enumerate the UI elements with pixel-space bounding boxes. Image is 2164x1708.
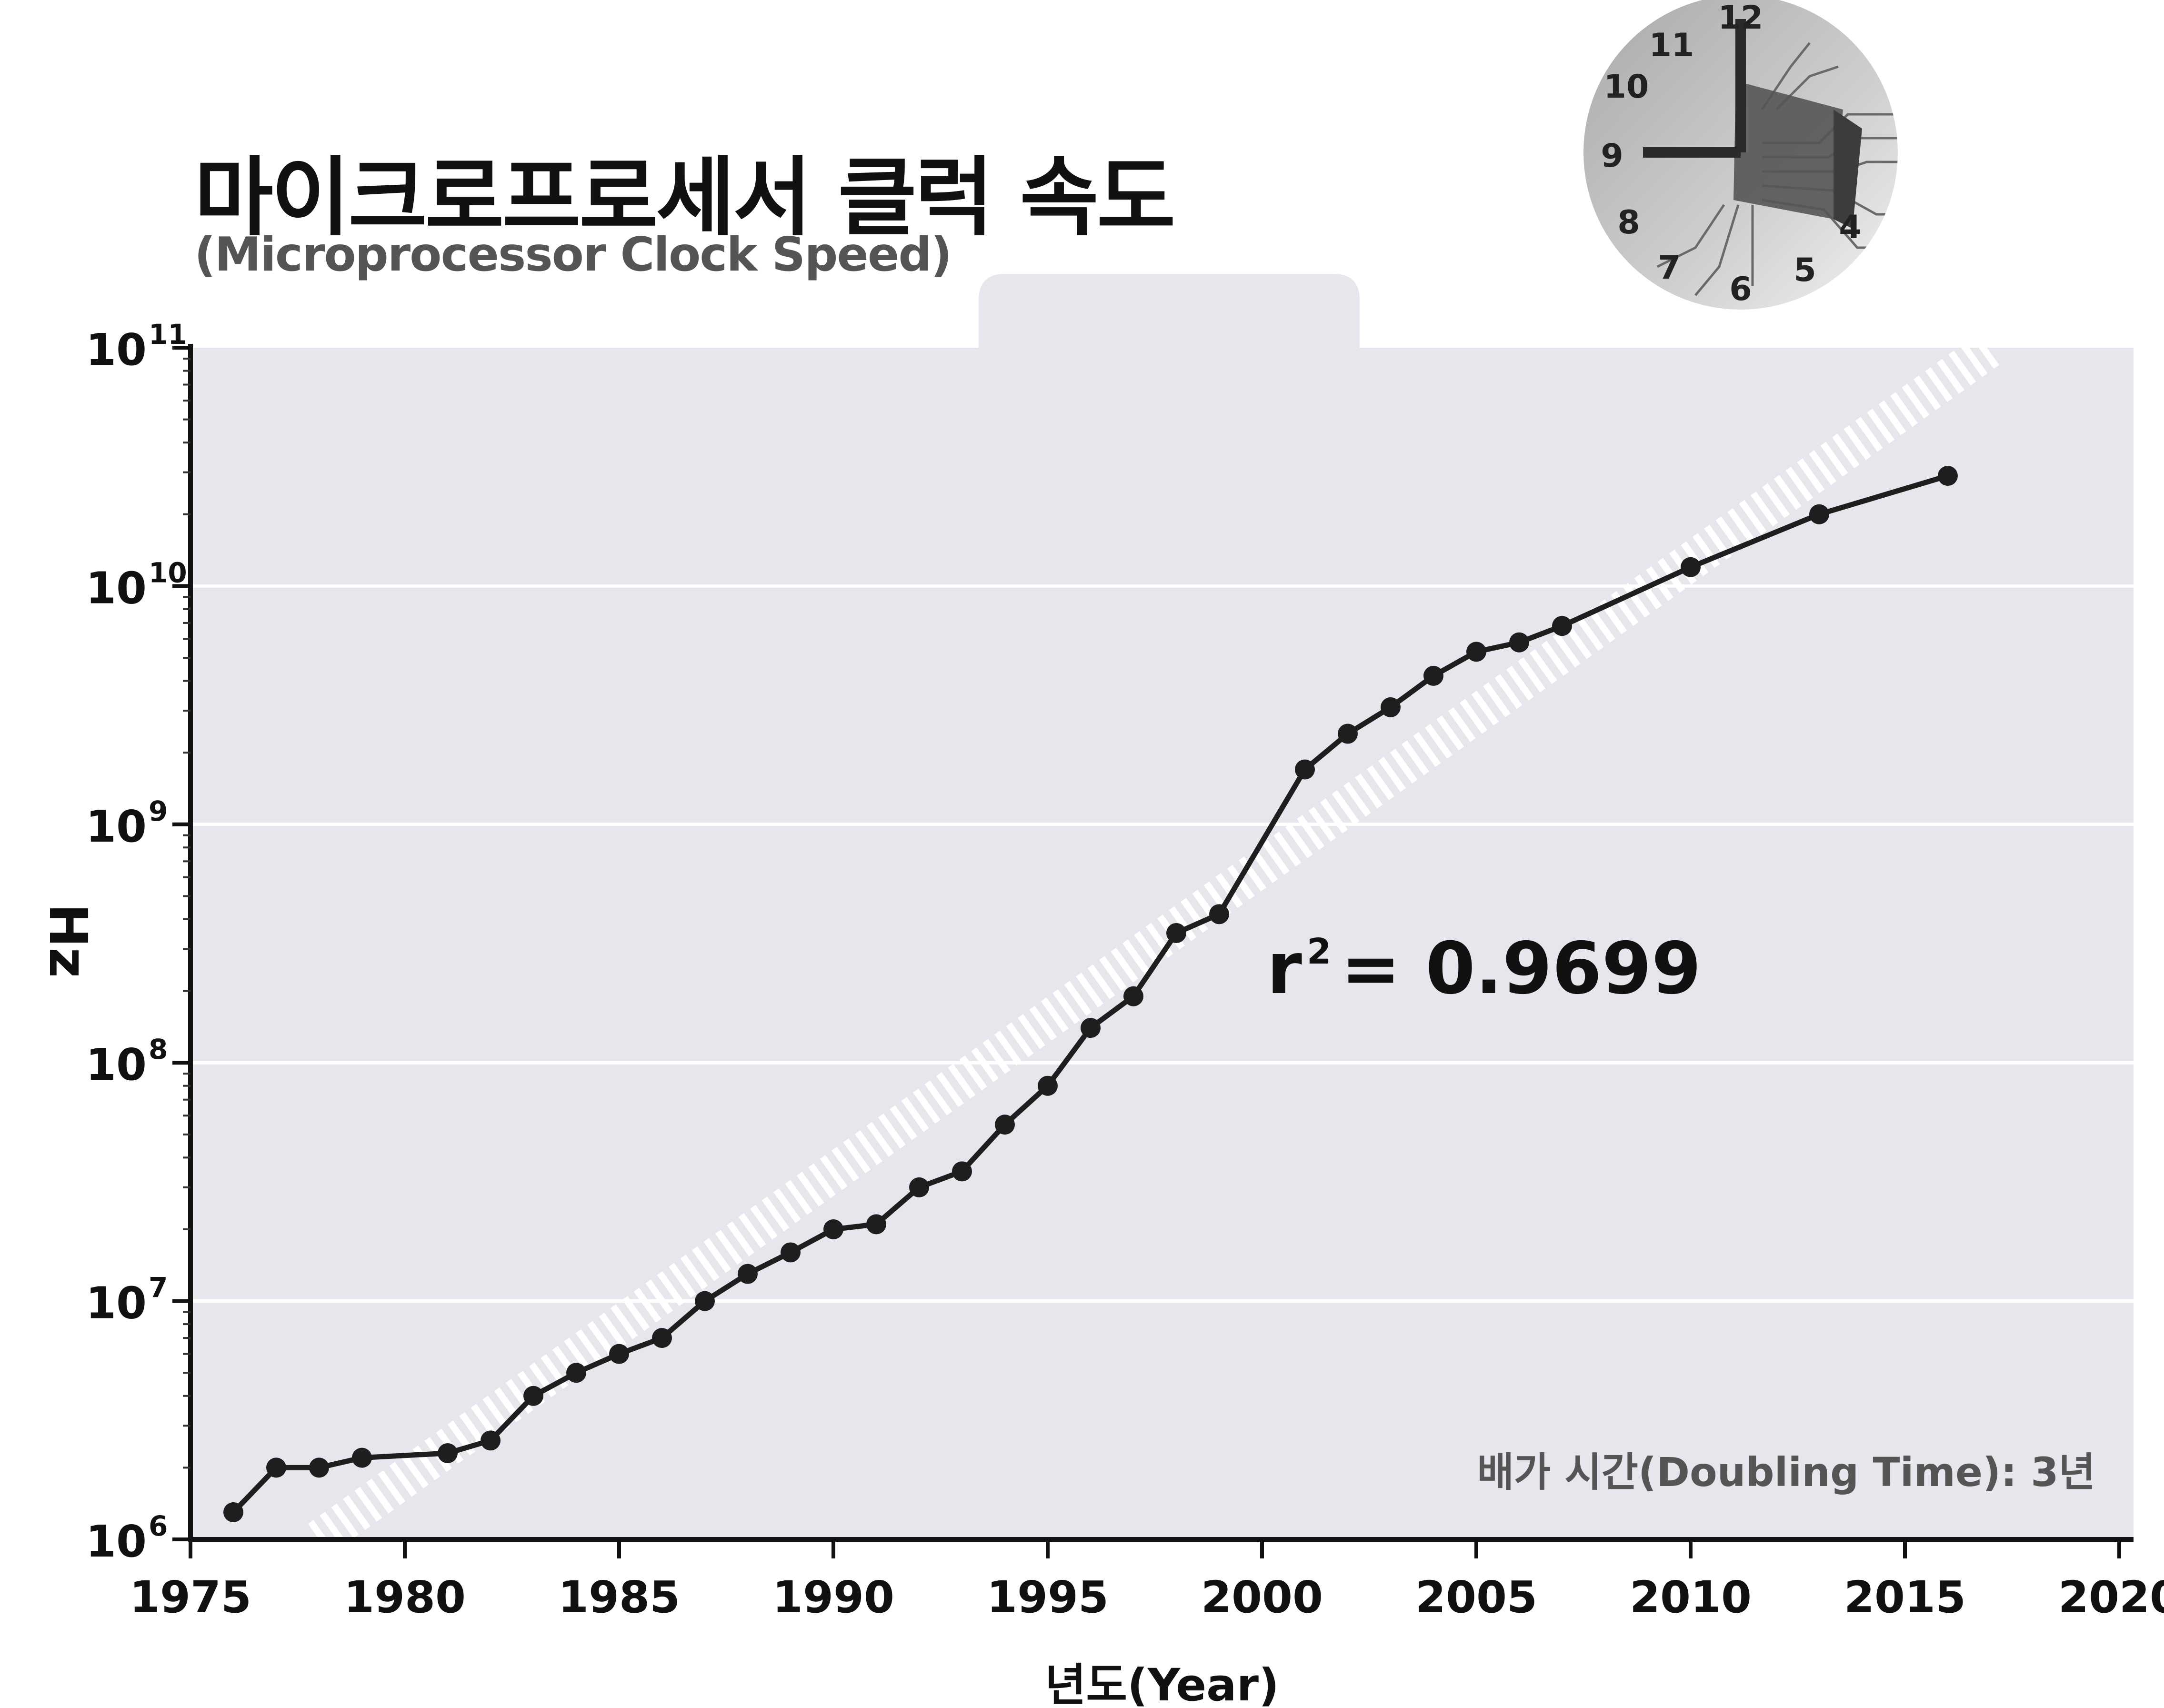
x-tick-label: 2020	[2058, 1572, 2164, 1623]
svg-text:10: 10	[1604, 68, 1649, 106]
y-tick-label: 1011	[86, 318, 187, 375]
y-tick-base: 10	[86, 1278, 147, 1329]
y-tick-exponent: 9	[149, 795, 168, 827]
data-point	[652, 1328, 672, 1348]
r-squared-letter: r	[1267, 927, 1302, 1010]
x-tick-label: 2015	[1844, 1572, 1966, 1623]
y-tick-exponent: 8	[149, 1033, 168, 1065]
data-point	[695, 1291, 715, 1311]
svg-text:8: 8	[1617, 204, 1640, 241]
data-point	[438, 1443, 458, 1463]
svg-text:11: 11	[1649, 27, 1694, 64]
data-point	[566, 1363, 586, 1383]
data-point	[909, 1177, 929, 1197]
data-point	[1466, 642, 1486, 662]
y-tick-label: 107	[86, 1272, 168, 1329]
svg-text:4: 4	[1839, 209, 1861, 246]
data-point	[1423, 665, 1443, 686]
data-point	[352, 1447, 372, 1468]
x-axis-label: 년도(Year)	[1045, 1659, 1279, 1708]
x-tick-label: 1980	[344, 1572, 466, 1623]
data-point	[952, 1161, 972, 1182]
data-point	[1938, 466, 1958, 486]
svg-text:6: 6	[1729, 271, 1752, 308]
svg-text:12: 12	[1718, 0, 1763, 37]
r-squared-annotation: r 2 = 0.9699	[1267, 927, 1701, 1010]
data-point	[738, 1264, 758, 1284]
gridlines	[190, 584, 2134, 1303]
x-tick-label: 1975	[130, 1572, 251, 1623]
y-minor-ticks	[183, 357, 190, 1469]
y-tick-label: 108	[86, 1033, 168, 1090]
data-point	[866, 1214, 886, 1235]
y-tick-base: 10	[86, 801, 147, 852]
y-tick-exponent: 7	[149, 1272, 168, 1304]
svg-text:7: 7	[1658, 249, 1680, 287]
y-tick-label: 1010	[86, 556, 187, 613]
data-point	[1081, 1018, 1101, 1038]
y-tick-exponent: 10	[149, 556, 187, 589]
x-tick-label: 1995	[987, 1572, 1109, 1623]
data-point	[481, 1430, 501, 1451]
y-axis-label: Hz	[38, 904, 99, 978]
y-tick-exponent: 6	[149, 1510, 168, 1542]
y-tick-label: 106	[86, 1510, 168, 1567]
doubling-time-annotation: 배가 시간(Doubling Time): 3년	[1477, 1449, 2095, 1496]
y-tick-base: 10	[86, 1516, 147, 1567]
x-tick-label: 2010	[1630, 1572, 1752, 1623]
x-tick-label: 2005	[1415, 1572, 1537, 1623]
data-point	[1509, 632, 1529, 653]
y-tick-base: 10	[86, 1039, 147, 1090]
data-point	[1809, 504, 1829, 524]
svg-text:5: 5	[1793, 251, 1816, 289]
data-point	[995, 1115, 1015, 1135]
chart-title: 마이크로프로세서 클럭 속도	[194, 148, 1176, 248]
chart-subtitle: (Microprocessor Clock Speed)	[194, 228, 952, 282]
x-tick-label: 1990	[772, 1572, 894, 1623]
x-ticks: 1975 1980 1985 1990 1995 2000 2005 2010 2015 2020	[130, 1539, 2164, 1623]
y-tick-exponent: 11	[149, 318, 187, 351]
y-tick-base: 10	[86, 324, 147, 375]
data-point	[609, 1344, 629, 1364]
data-point	[1381, 697, 1401, 717]
data-point	[1295, 759, 1315, 780]
r-squared-exponent: 2	[1307, 931, 1332, 972]
x-tick-label: 1985	[558, 1572, 680, 1623]
clock-chip-icon: 12 11 10 9 8 7 6 5 4	[1583, 0, 1898, 310]
series-clock-speed	[223, 466, 1958, 1522]
data-point	[266, 1457, 286, 1478]
data-point	[1681, 557, 1701, 577]
y-tick-base: 10	[86, 563, 147, 613]
data-point	[1123, 986, 1143, 1006]
data-point	[309, 1457, 329, 1478]
data-point	[223, 1502, 243, 1522]
data-point	[823, 1219, 843, 1239]
r-squared-value: = 0.9699	[1341, 927, 1701, 1010]
plot-background	[190, 274, 2134, 1539]
x-tick-label: 2000	[1201, 1572, 1323, 1623]
data-point	[523, 1386, 543, 1406]
data-point	[1338, 723, 1358, 744]
data-point	[1038, 1075, 1058, 1096]
data-point	[1166, 923, 1186, 943]
svg-text:9: 9	[1601, 137, 1623, 175]
data-point	[1552, 616, 1572, 636]
data-point	[1209, 904, 1229, 924]
y-tick-label: 109	[86, 795, 168, 852]
data-point	[781, 1242, 801, 1263]
